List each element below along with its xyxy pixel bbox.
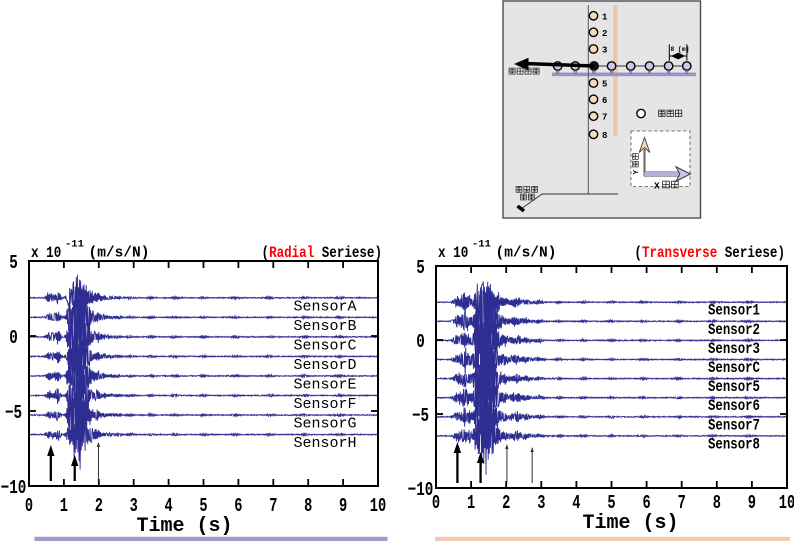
svg-text:0: 0 bbox=[9, 328, 18, 349]
svg-text:0: 0 bbox=[25, 495, 33, 517]
svg-text:SensorC: SensorC bbox=[708, 360, 761, 378]
svg-text:Sensor3: Sensor3 bbox=[708, 341, 760, 359]
svg-text:7: 7 bbox=[602, 113, 607, 123]
svg-text:Time (s): Time (s) bbox=[582, 512, 678, 535]
svg-text:10: 10 bbox=[370, 495, 386, 517]
svg-text:8: 8 bbox=[602, 131, 607, 141]
svg-text:3: 3 bbox=[602, 46, 607, 56]
svg-text:1: 1 bbox=[467, 492, 475, 514]
svg-text:Sensor7: Sensor7 bbox=[708, 417, 760, 435]
svg-text:−5: −5 bbox=[5, 403, 22, 424]
svg-text:−5: −5 bbox=[412, 406, 429, 427]
svg-text:4: 4 bbox=[164, 495, 172, 517]
svg-text:5: 5 bbox=[416, 258, 425, 279]
svg-text:−10: −10 bbox=[408, 480, 434, 501]
svg-text:5: 5 bbox=[9, 253, 18, 274]
svg-text:Time (s): Time (s) bbox=[136, 515, 232, 538]
svg-text:Sensor2: Sensor2 bbox=[708, 322, 760, 340]
svg-text:8: 8 bbox=[304, 495, 312, 517]
svg-text:SensorA: SensorA bbox=[293, 298, 356, 315]
svg-text:2: 2 bbox=[95, 495, 103, 517]
svg-text:1: 1 bbox=[602, 12, 608, 22]
svg-text:5: 5 bbox=[199, 495, 207, 517]
svg-text:SensorC: SensorC bbox=[293, 337, 356, 354]
svg-text:x 10: x 10 bbox=[31, 245, 61, 263]
svg-text:9: 9 bbox=[339, 495, 347, 517]
svg-text:Sensor6: Sensor6 bbox=[708, 398, 760, 416]
svg-text:Sensor5: Sensor5 bbox=[708, 379, 760, 397]
svg-text:(m/s/N): (m/s/N) bbox=[89, 246, 150, 262]
svg-text:x 10: x 10 bbox=[438, 245, 468, 263]
svg-text:(m/s/N): (m/s/N) bbox=[496, 246, 557, 262]
svg-text:5: 5 bbox=[607, 492, 615, 514]
svg-text:6: 6 bbox=[642, 492, 650, 514]
svg-text:-11: -11 bbox=[65, 239, 84, 251]
svg-text:8 [m]: 8 [m] bbox=[671, 46, 690, 53]
svg-text:SensorH: SensorH bbox=[293, 435, 356, 452]
svg-text:0: 0 bbox=[416, 332, 425, 353]
svg-text:4: 4 bbox=[572, 492, 580, 514]
svg-text:SensorE: SensorE bbox=[293, 376, 356, 393]
svg-text:2: 2 bbox=[502, 492, 510, 514]
svg-text:Sensor1: Sensor1 bbox=[708, 303, 760, 321]
svg-text:10: 10 bbox=[779, 492, 794, 514]
svg-text:3: 3 bbox=[537, 492, 545, 514]
svg-text:(Radial Seriese): (Radial Seriese) bbox=[262, 245, 382, 263]
svg-text:0: 0 bbox=[432, 492, 440, 514]
svg-text:7: 7 bbox=[269, 495, 277, 517]
svg-text:9: 9 bbox=[748, 492, 756, 514]
svg-text:5: 5 bbox=[602, 80, 607, 90]
svg-text:Y: Y bbox=[633, 170, 641, 175]
svg-text:X: X bbox=[654, 181, 660, 192]
svg-text:3: 3 bbox=[130, 495, 138, 517]
svg-text:Sensor8: Sensor8 bbox=[708, 436, 760, 454]
svg-text:8: 8 bbox=[713, 492, 721, 514]
svg-text:SensorG: SensorG bbox=[293, 416, 356, 433]
svg-text:7: 7 bbox=[678, 492, 686, 514]
svg-text:SensorB: SensorB bbox=[293, 318, 356, 335]
svg-text:2: 2 bbox=[602, 29, 607, 39]
svg-text:6: 6 bbox=[602, 96, 607, 106]
svg-text:1: 1 bbox=[60, 495, 68, 517]
svg-text:-11: -11 bbox=[472, 239, 491, 251]
svg-text:(Transverse Seriese): (Transverse Seriese) bbox=[634, 245, 785, 263]
svg-text:SensorF: SensorF bbox=[293, 396, 356, 413]
svg-text:6: 6 bbox=[234, 495, 242, 517]
svg-text:−10: −10 bbox=[1, 478, 27, 499]
svg-text:SensorD: SensorD bbox=[293, 357, 356, 374]
